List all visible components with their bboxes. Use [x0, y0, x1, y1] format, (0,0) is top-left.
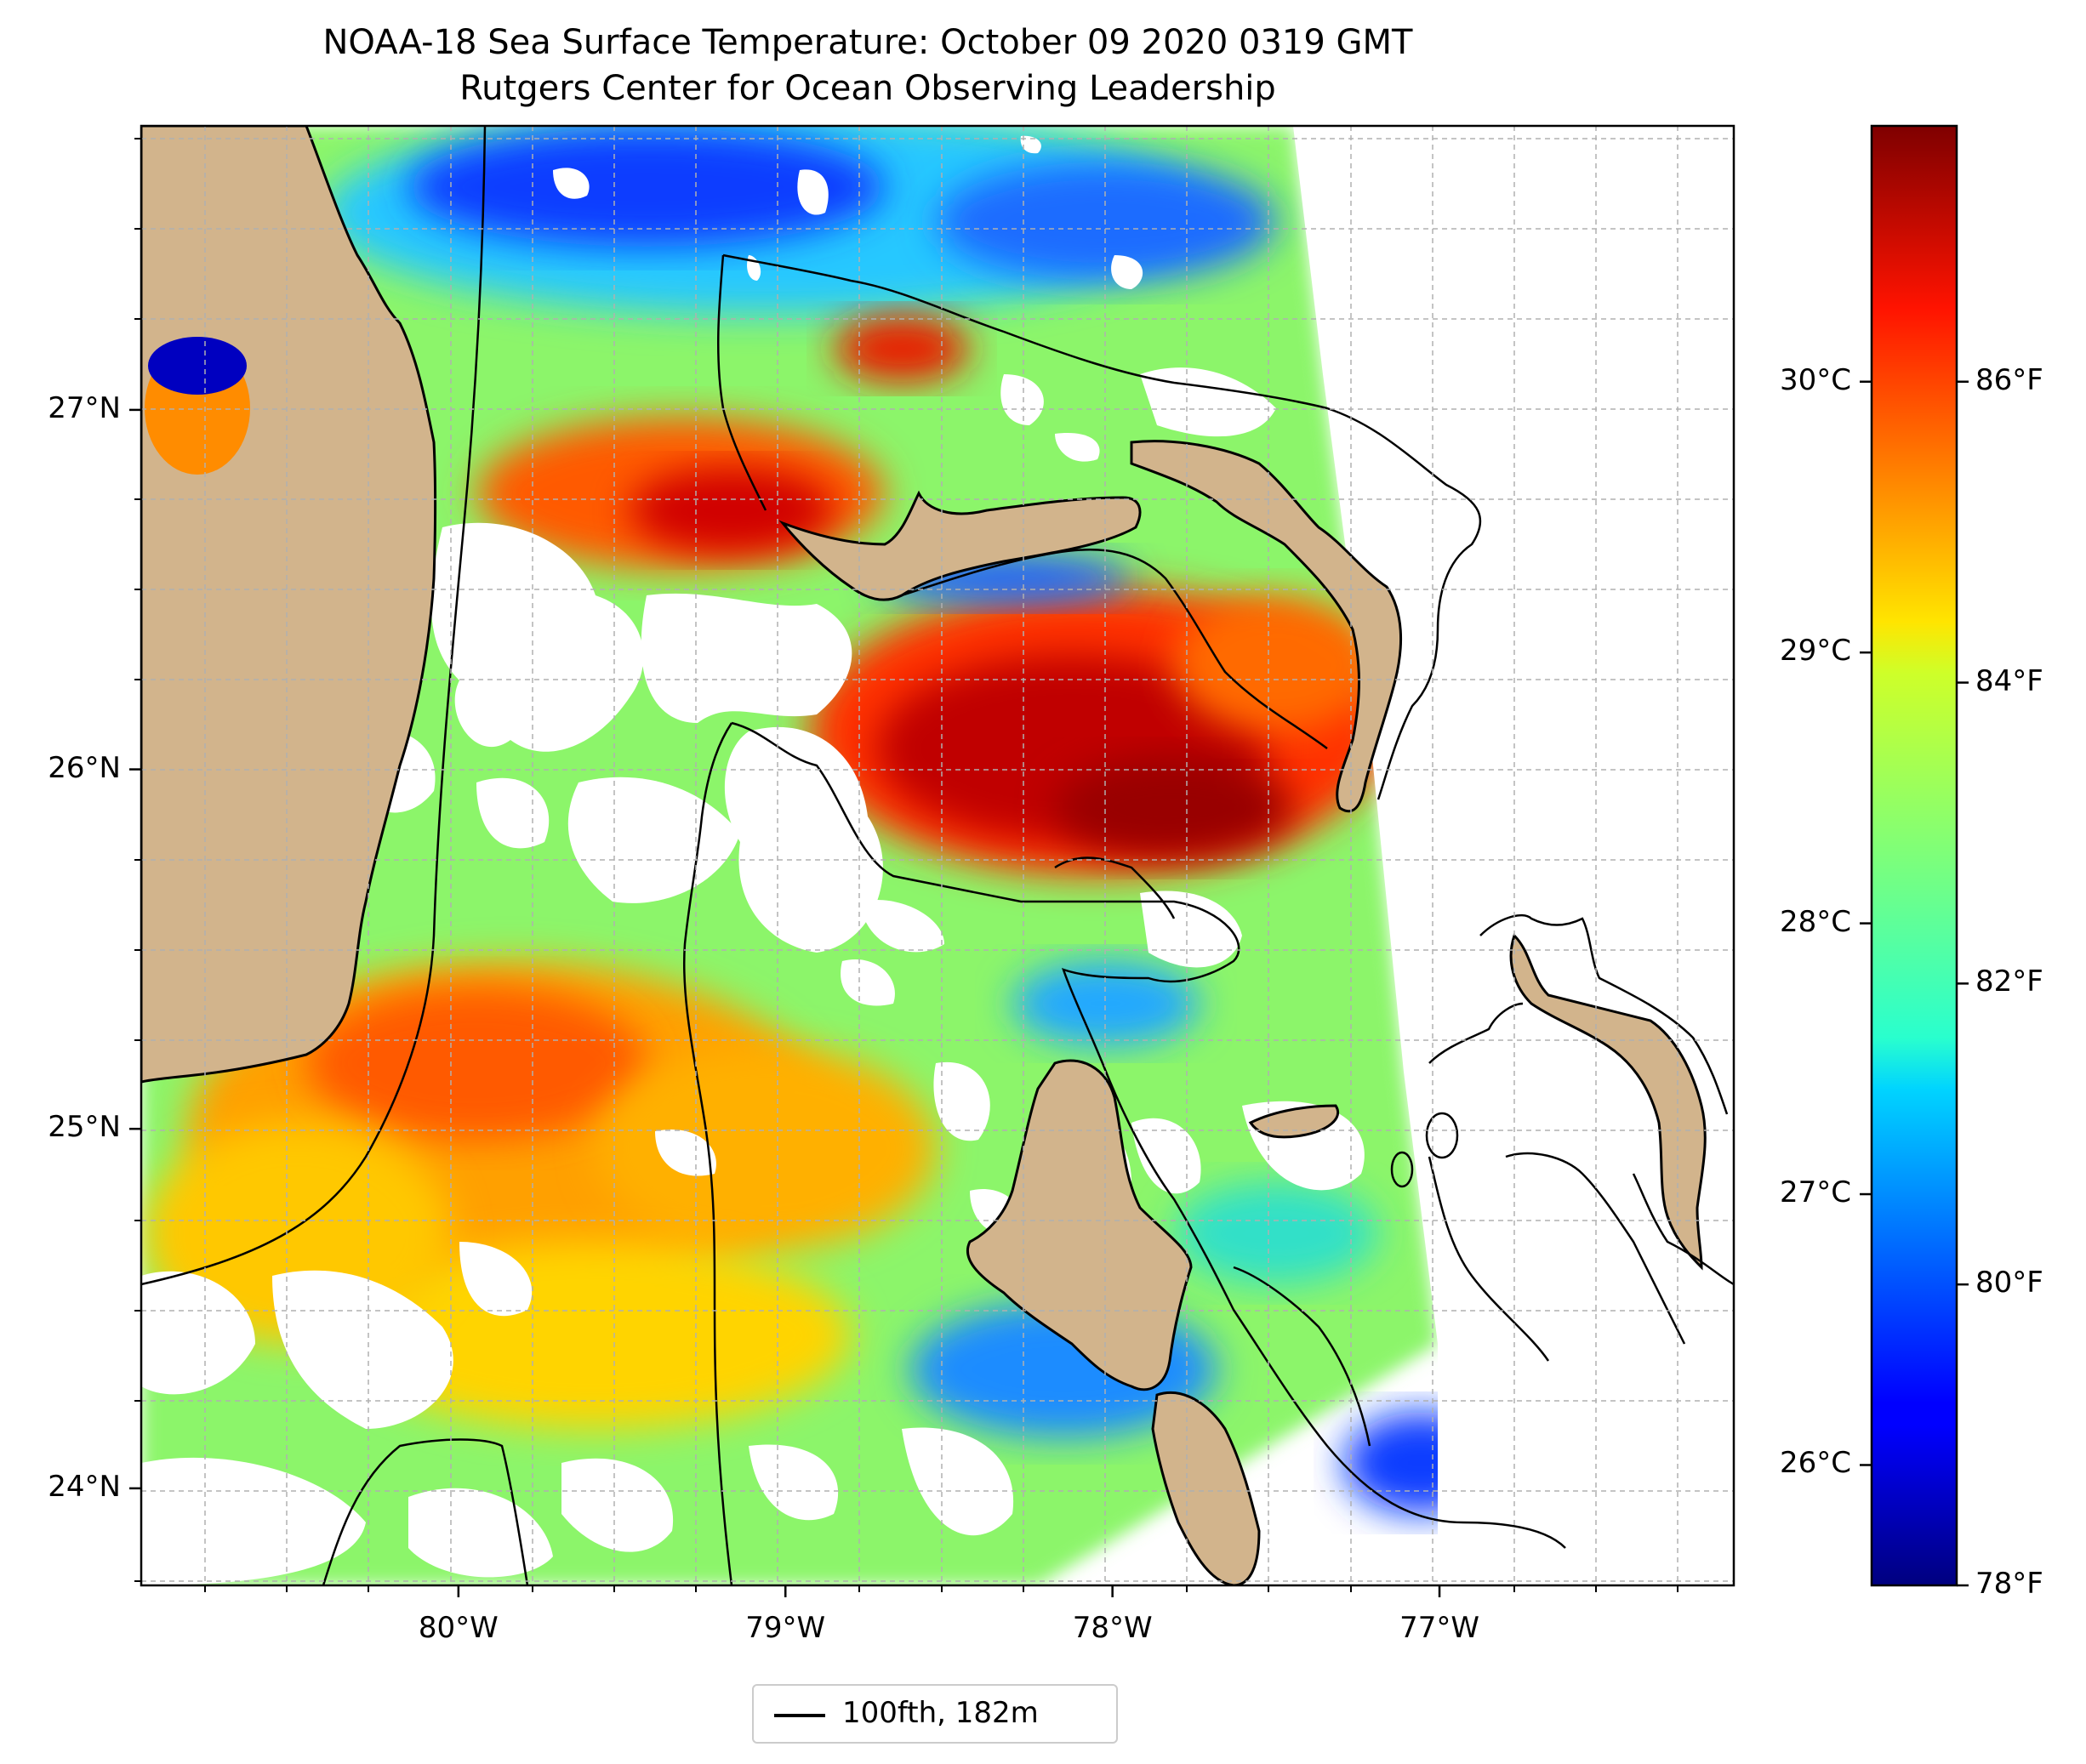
legend-label: 100fth, 182m [842, 1696, 1039, 1730]
bathymetry-contours [141, 126, 1734, 1585]
colorbar-f-tick-label: 84°F [1975, 663, 2043, 698]
chart-subtitle: Rutgers Center for Ocean Observing Leade… [459, 69, 1276, 108]
colorbar-f-tick-label: 78°F [1975, 1567, 2043, 1601]
legend-line-swatch [774, 1714, 825, 1717]
colorbar-f-tick-label: 80°F [1975, 1266, 2043, 1300]
lat-tick-label: 25°N [48, 1110, 121, 1145]
minor-ticks [134, 138, 1678, 1592]
colorbar [1870, 124, 1958, 1587]
colorbar-c-tick-label: 26°C [1779, 1446, 1851, 1481]
lat-tick-label: 26°N [48, 750, 121, 785]
colorbar-c-tick-label: 27°C [1779, 1175, 1851, 1210]
colorbar-f-tick-label: 82°F [1975, 965, 2043, 999]
lon-tick-label: 79°W [745, 1611, 826, 1645]
lon-tick-label: 78°W [1072, 1611, 1153, 1645]
lon-tick-label: 80°W [418, 1611, 499, 1645]
axis-ticks [129, 380, 1969, 1597]
map-frame [140, 124, 1735, 1587]
colorbar-f-tick-label: 86°F [1975, 362, 2043, 397]
sst-field [141, 126, 1734, 1585]
map-gridlines [141, 126, 1734, 1585]
lon-tick-label: 77°W [1399, 1611, 1479, 1645]
lat-tick-label: 24°N [48, 1469, 121, 1504]
lat-tick-label: 27°N [48, 390, 121, 425]
chart-title: NOAA-18 Sea Surface Temperature: October… [322, 23, 1413, 62]
colorbar-c-tick-label: 28°C [1779, 904, 1851, 939]
colorbar-c-tick-label: 29°C [1779, 634, 1851, 669]
legend: 100fth, 182m [752, 1684, 1118, 1744]
colorbar-c-tick-label: 30°C [1779, 362, 1851, 397]
